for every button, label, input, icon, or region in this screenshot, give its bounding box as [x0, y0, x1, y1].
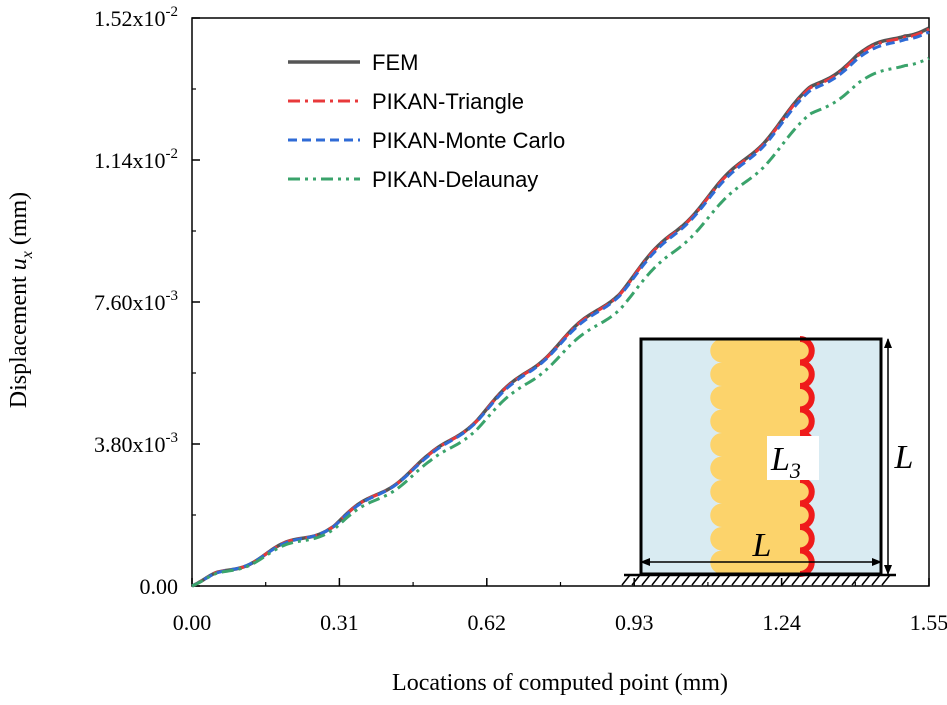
- x-tick-label: 0.00: [173, 610, 212, 635]
- inset-height-label: L: [894, 439, 914, 476]
- support-hatch: [651, 574, 661, 586]
- support-hatch: [711, 574, 721, 586]
- x-tick-label: 0.93: [615, 610, 654, 635]
- x-tick-label: 1.24: [762, 610, 801, 635]
- legend-label: PIKAN-Triangle: [372, 89, 524, 114]
- y-tick-label: 7.60x10-3: [94, 288, 178, 315]
- series-line-2: [191, 30, 930, 588]
- y-tick-label: 1.52x10-2: [94, 4, 178, 31]
- support-hatch: [781, 574, 791, 586]
- support-hatch: [771, 574, 781, 586]
- x-axis-ticks: 0.00 0.31 0.62 0.93 1.24 1.55: [173, 578, 947, 635]
- y-axis-title: Displacement ux (mm): [6, 192, 36, 408]
- y-tick-label: 3.80x10-3: [94, 430, 178, 457]
- support-hatch: [631, 574, 641, 586]
- legend-label: FEM: [372, 50, 418, 75]
- series-layer: [191, 26, 930, 588]
- x-axis-title: Locations of computed point (mm): [392, 670, 728, 696]
- support-hatch: [831, 574, 841, 586]
- support-hatch: [691, 574, 701, 586]
- x-tick-label: 0.62: [468, 610, 507, 635]
- inset-interface-label-bg: [767, 436, 819, 480]
- support-hatch: [701, 574, 711, 586]
- y-axis-ticks: 0.00 3.80x10-3 7.60x10-3 1.14x10-2 1.52x10-2: [94, 4, 200, 599]
- support-hatch: [841, 574, 851, 586]
- legend-label: PIKAN-Delaunay: [372, 167, 538, 192]
- x-tick-label: 0.31: [320, 610, 359, 635]
- inset-interface-label: L3: [770, 441, 801, 483]
- support-hatch: [791, 574, 801, 586]
- support-hatch: [671, 574, 681, 586]
- support-hatch: [811, 574, 821, 586]
- support-hatch: [641, 574, 651, 586]
- inset-material-region: [710, 339, 812, 574]
- support-hatch: [721, 574, 731, 586]
- y-tick-label: 1.14x10-2: [94, 146, 178, 173]
- support-hatch: [851, 574, 861, 586]
- support-hatch: [801, 574, 811, 586]
- support-hatch: [871, 574, 881, 586]
- support-hatch: [741, 574, 751, 586]
- support-hatch: [881, 574, 891, 586]
- inset-schematic: L L L3: [621, 336, 914, 586]
- inset-fixed-support: [621, 573, 896, 586]
- inset-width-label: L: [752, 527, 772, 564]
- legend: FEM PIKAN-Triangle PIKAN-Monte Carlo PIKAN-…: [288, 50, 565, 192]
- support-hatch: [731, 574, 741, 586]
- y-tick-label: 0.00: [140, 574, 179, 599]
- support-hatch: [821, 574, 831, 586]
- support-hatch: [751, 574, 761, 586]
- support-hatch: [681, 574, 691, 586]
- support-hatch: [621, 574, 631, 586]
- support-hatch: [861, 574, 871, 586]
- support-hatch: [661, 574, 671, 586]
- legend-label: PIKAN-Monte Carlo: [372, 128, 565, 153]
- series-line-3: [191, 56, 930, 588]
- x-tick-label: 1.55: [910, 610, 947, 635]
- support-hatch: [761, 574, 771, 586]
